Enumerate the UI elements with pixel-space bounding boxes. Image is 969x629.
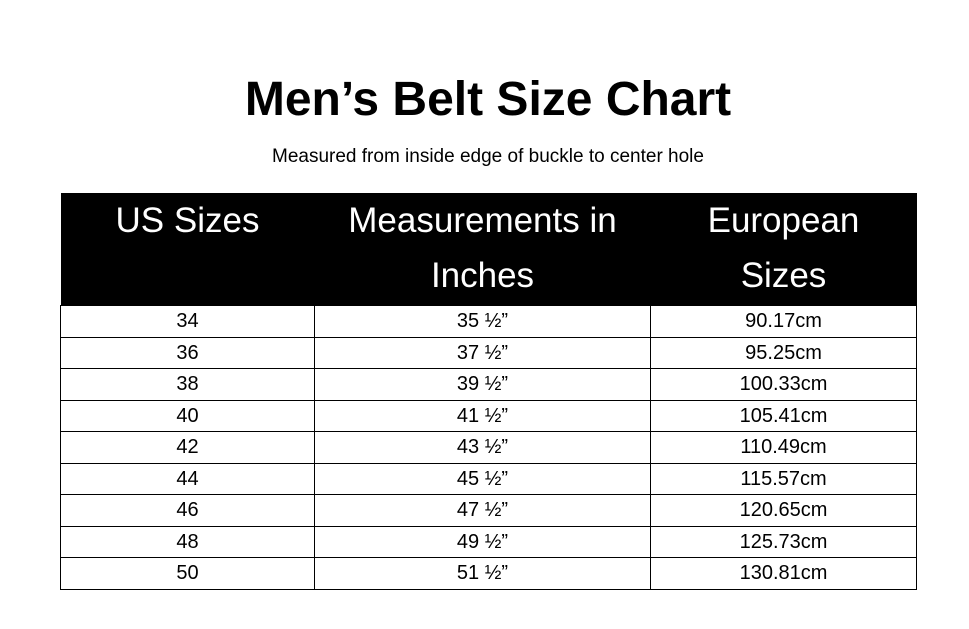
- european-size-cell: 130.81cm: [650, 557, 917, 590]
- inches-cell: 35 ½”: [314, 305, 651, 338]
- size-table: US Sizes Measurements in Inches European…: [60, 193, 917, 590]
- us-size-cell: 44: [60, 462, 315, 495]
- table-row: 48 49 ½” 125.73cm: [60, 525, 917, 558]
- european-size-cell: 105.41cm: [650, 399, 917, 432]
- european-size-cell: 90.17cm: [650, 305, 917, 338]
- inches-cell: 39 ½”: [314, 368, 651, 401]
- table-row: 42 43 ½” 110.49cm: [60, 431, 917, 464]
- us-size-cell: 36: [60, 336, 315, 369]
- inches-cell: 51 ½”: [314, 557, 651, 590]
- us-size-cell: 40: [60, 399, 315, 432]
- inches-cell: 37 ½”: [314, 336, 651, 369]
- us-size-cell: 46: [60, 494, 315, 527]
- header-european-sizes: European Sizes: [650, 193, 917, 306]
- page-subtitle: Measured from inside edge of buckle to c…: [272, 146, 704, 167]
- table-row: 38 39 ½” 100.33cm: [60, 368, 917, 401]
- inches-cell: 49 ½”: [314, 525, 651, 558]
- european-size-cell: 125.73cm: [650, 525, 917, 558]
- page-title: Men’s Belt Size Chart: [244, 73, 732, 126]
- european-size-cell: 120.65cm: [650, 494, 917, 527]
- table-row: 40 41 ½” 105.41cm: [60, 399, 917, 432]
- table-row: 44 45 ½” 115.57cm: [60, 462, 917, 495]
- us-size-cell: 48: [60, 525, 315, 558]
- header-us-sizes: US Sizes: [60, 193, 315, 306]
- table-row: 50 51 ½” 130.81cm: [60, 557, 917, 590]
- european-size-cell: 95.25cm: [650, 336, 917, 369]
- inches-cell: 47 ½”: [314, 494, 651, 527]
- table-header-row: US Sizes Measurements in Inches European…: [60, 193, 917, 306]
- european-size-cell: 100.33cm: [650, 368, 917, 401]
- header-measurements: Measurements in Inches: [314, 193, 651, 306]
- us-size-cell: 38: [60, 368, 315, 401]
- inches-cell: 41 ½”: [314, 399, 651, 432]
- table-row: 36 37 ½” 95.25cm: [60, 336, 917, 369]
- table-row: 34 35 ½” 90.17cm: [60, 305, 917, 338]
- us-size-cell: 50: [60, 557, 315, 590]
- inches-cell: 45 ½”: [314, 462, 651, 495]
- inches-cell: 43 ½”: [314, 431, 651, 464]
- european-size-cell: 110.49cm: [650, 431, 917, 464]
- european-size-cell: 115.57cm: [650, 462, 917, 495]
- us-size-cell: 34: [60, 305, 315, 338]
- table-row: 46 47 ½” 120.65cm: [60, 494, 917, 527]
- us-size-cell: 42: [60, 431, 315, 464]
